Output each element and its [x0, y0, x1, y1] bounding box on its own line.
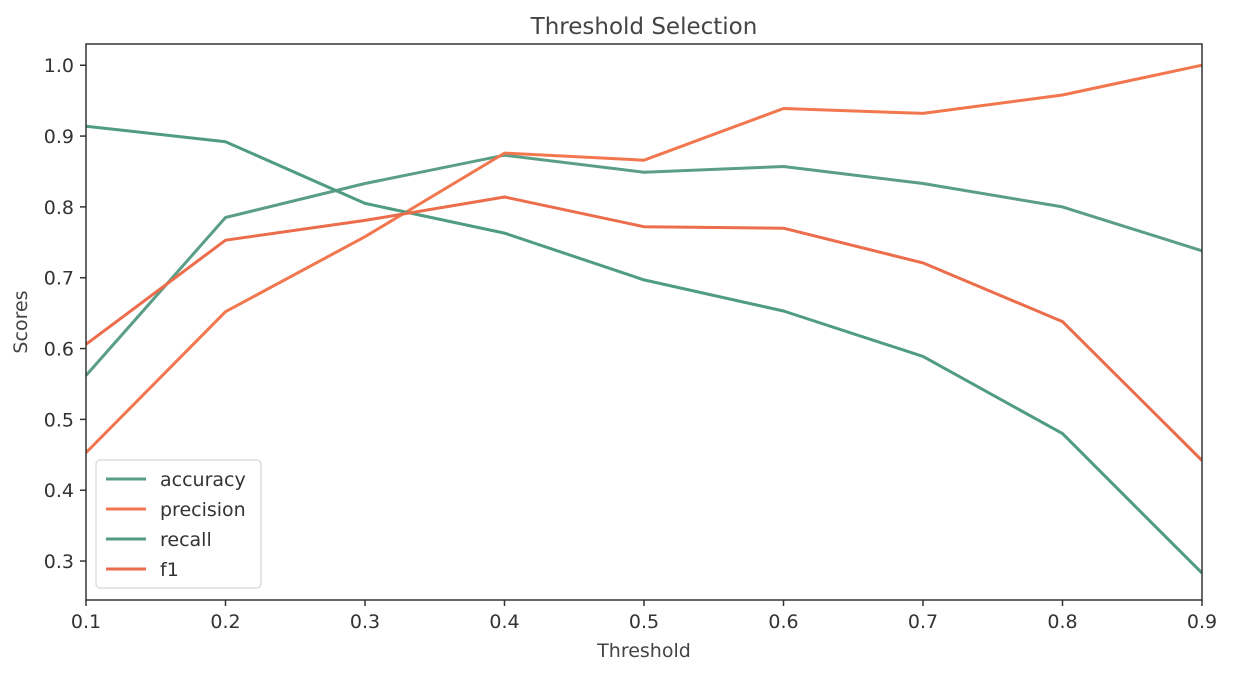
x-tick-label: 0.9: [1187, 611, 1217, 633]
legend-box: [95, 459, 262, 589]
chart-title: Threshold Selection: [530, 14, 758, 40]
x-tick-label: 0.4: [489, 611, 519, 633]
legend-label-precision: precision: [160, 499, 246, 521]
y-axis-ticks: 0.3 0.4 0.5 0.6 0.7 0.8 0.9 1.0: [44, 55, 86, 573]
x-tick-label: 0.7: [908, 611, 938, 633]
y-tick-label: 0.4: [44, 480, 74, 502]
y-tick-label: 0.3: [44, 551, 74, 573]
y-tick-label: 0.9: [44, 126, 74, 148]
y-tick-label: 0.8: [44, 197, 74, 219]
x-axis-title: Threshold: [596, 640, 691, 662]
x-tick-label: 0.6: [768, 611, 798, 633]
x-tick-label: 0.2: [210, 611, 240, 633]
legend-label-accuracy: accuracy: [160, 469, 246, 491]
x-tick-label: 0.5: [629, 611, 659, 633]
y-tick-label: 0.5: [44, 409, 74, 431]
legend: accuracy precision recall f1: [95, 459, 262, 589]
x-tick-label: 0.8: [1047, 611, 1077, 633]
series-line-recall: [85, 124, 1204, 575]
x-axis-ticks: 0.1 0.2 0.3 0.4 0.5 0.6 0.7 0.8 0.9: [71, 600, 1217, 633]
y-tick-label: 1.0: [44, 55, 74, 77]
y-tick-label: 0.7: [44, 268, 74, 290]
y-tick-label: 0.6: [44, 339, 74, 361]
x-tick-label: 0.3: [350, 611, 380, 633]
x-tick-label: 0.1: [71, 611, 101, 633]
y-axis-title: Scores: [10, 290, 32, 353]
legend-label-recall: recall: [160, 529, 212, 551]
series-line-accuracy: [84, 153, 1203, 377]
series-line-precision: [84, 63, 1203, 454]
series-line-f1: [85, 195, 1204, 462]
legend-label-f1: f1: [160, 559, 179, 581]
